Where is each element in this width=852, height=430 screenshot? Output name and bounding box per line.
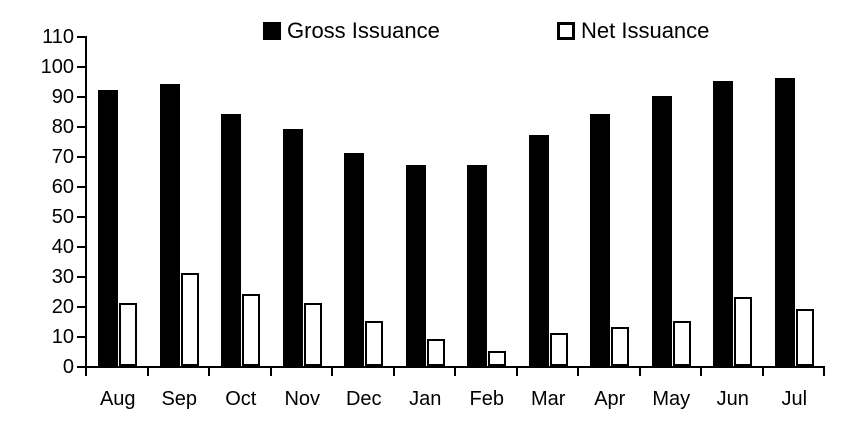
- bar-net-sep: [180, 273, 199, 366]
- x-axis-tick: [515, 366, 518, 376]
- y-axis-tick-label: 40: [51, 236, 74, 258]
- y-axis-tick: [77, 186, 85, 188]
- bar-gross-apr: [590, 114, 610, 366]
- y-axis-tick: [77, 66, 85, 68]
- x-axis-label-apr: Apr: [594, 388, 626, 410]
- x-axis-tick: [85, 366, 87, 376]
- y-axis-tick: [77, 246, 85, 248]
- y-axis-tick: [77, 276, 85, 278]
- y-axis-tick-label: 90: [51, 86, 74, 108]
- y-axis-tick-label: 10: [51, 326, 74, 348]
- bar-gross-jul: [774, 78, 795, 366]
- bar-net-nov: [303, 303, 322, 366]
- x-axis-tick: [761, 366, 764, 376]
- bar-gross-jan: [405, 165, 426, 366]
- x-axis-label-sep: Sep: [161, 388, 198, 410]
- x-axis-tick: [823, 366, 825, 376]
- bar-net-oct: [242, 294, 260, 366]
- y-axis-tick: [77, 366, 85, 368]
- y-axis-tick-label: 100: [40, 56, 74, 78]
- y-axis-tick: [77, 126, 85, 128]
- x-axis-label-jul: Jul: [781, 388, 808, 410]
- bar-net-jul: [795, 309, 814, 366]
- x-axis-tick: [454, 366, 456, 376]
- x-axis-label-dec: Dec: [345, 388, 382, 410]
- bar-net-may: [672, 321, 691, 366]
- bar-net-jan: [426, 339, 445, 366]
- x-axis-label-nov: Nov: [284, 388, 321, 410]
- bar-gross-mar: [528, 135, 549, 366]
- y-axis-line: [85, 36, 87, 376]
- y-axis-tick-label: 50: [51, 206, 74, 228]
- bar-gross-may: [651, 96, 672, 366]
- y-axis-tick-label: 20: [51, 296, 74, 318]
- bar-net-mar: [549, 333, 568, 366]
- x-axis-tick: [269, 366, 272, 376]
- y-axis-tick-label: 60: [51, 176, 74, 198]
- gross-issuance-swatch-icon: [263, 22, 281, 40]
- bar-net-dec: [365, 321, 383, 366]
- x-axis-tick: [208, 366, 210, 376]
- x-axis-label-aug: Aug: [99, 388, 136, 410]
- bar-net-jun: [734, 297, 752, 366]
- bar-gross-aug: [98, 90, 118, 366]
- y-axis-tick: [77, 36, 85, 38]
- x-axis-tick: [700, 366, 702, 376]
- x-axis-tick: [638, 366, 641, 376]
- legend-item-net-issuance: Net Issuance: [557, 17, 709, 45]
- y-axis-tick: [77, 96, 85, 98]
- y-axis-tick: [77, 306, 85, 308]
- y-axis-tick-label: 0: [62, 356, 74, 378]
- bar-net-apr: [611, 327, 629, 366]
- y-axis-tick-label: 80: [51, 116, 74, 138]
- x-axis-label-jan: Jan: [409, 388, 442, 410]
- y-axis-tick: [77, 336, 85, 338]
- bar-gross-feb: [467, 165, 487, 366]
- bar-gross-oct: [221, 114, 241, 366]
- x-axis-label-feb: Feb: [469, 388, 504, 410]
- y-axis-tick-label: 70: [51, 146, 74, 168]
- net-issuance-swatch-icon: [557, 22, 575, 40]
- x-axis-label-oct: Oct: [225, 388, 257, 410]
- x-axis-label-mar: Mar: [531, 388, 566, 410]
- x-axis-tick: [577, 366, 579, 376]
- bar-net-feb: [488, 351, 506, 366]
- legend-label-gross-issuance: Gross Issuance: [287, 18, 440, 43]
- x-axis-tick: [146, 366, 149, 376]
- x-axis-label-may: May: [652, 388, 691, 410]
- bar-gross-jun: [713, 81, 733, 366]
- y-axis-tick-label: 30: [51, 266, 74, 288]
- legend-item-gross-issuance: Gross Issuance: [263, 17, 440, 45]
- bar-gross-sep: [159, 84, 180, 366]
- y-axis-tick-label: 110: [42, 26, 74, 48]
- x-axis-label-jun: Jun: [716, 388, 749, 410]
- y-axis-tick: [77, 156, 85, 158]
- x-axis-tick: [392, 366, 395, 376]
- x-axis-tick: [331, 366, 333, 376]
- y-axis-tick: [77, 216, 85, 218]
- bar-gross-nov: [282, 129, 303, 366]
- bar-net-aug: [119, 303, 137, 366]
- legend-label-net-issuance: Net Issuance: [581, 18, 710, 43]
- bar-gross-dec: [344, 153, 364, 366]
